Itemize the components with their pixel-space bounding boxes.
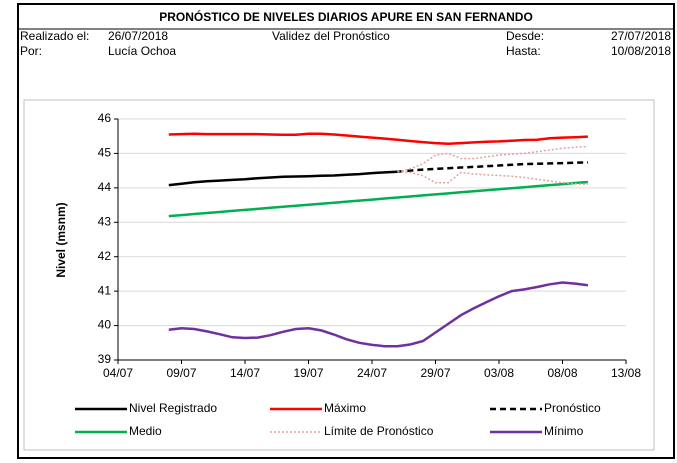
y-tick-label: 40: [98, 318, 112, 332]
made-date: 26/07/2018: [108, 29, 168, 43]
y-tick-label: 46: [98, 111, 112, 125]
title: PRONÓSTICO DE NIVELES DIARIOS APURE EN S…: [159, 9, 533, 24]
y-tick-label: 43: [98, 214, 112, 228]
made-label: Realizado el:: [20, 29, 89, 43]
x-tick-label: 19/07: [293, 366, 323, 380]
from-date: 27/07/2018: [611, 29, 671, 43]
series-line: [397, 170, 588, 186]
x-tick-label: 24/07: [357, 366, 387, 380]
y-axis-label: Nivel (msnm): [54, 202, 68, 277]
series-line: [397, 145, 588, 173]
x-tick-label: 08/08: [547, 366, 577, 380]
series-line: [168, 281, 589, 348]
series-line: [168, 180, 588, 218]
series-line: [397, 161, 588, 173]
to-date: 10/08/2018: [611, 44, 671, 58]
x-tick-label: 14/07: [230, 366, 260, 380]
x-tick-label: 29/07: [420, 366, 450, 380]
x-tick-label: 03/08: [484, 366, 514, 380]
legend-label: Máximo: [324, 401, 366, 415]
legend-label: Nivel Registrado: [129, 401, 217, 415]
y-tick-label: 39: [98, 352, 112, 366]
legend-label: Pronóstico: [544, 401, 601, 415]
series-line: [168, 132, 588, 146]
validity: Validez del Pronóstico: [272, 29, 390, 43]
x-tick-label: 09/07: [166, 366, 196, 380]
legend-label: Límite de Pronóstico: [324, 424, 434, 438]
chart-frame: [23, 99, 655, 451]
to-label: Hasta:: [506, 44, 541, 58]
legend-label: Medio: [129, 424, 162, 438]
from-label: Desde:: [506, 29, 544, 43]
y-tick-label: 45: [98, 146, 112, 160]
by-label: Por:: [20, 44, 42, 58]
x-tick-label: 04/07: [103, 366, 133, 380]
by-name: Lucía Ochoa: [108, 44, 176, 58]
y-tick-label: 42: [98, 249, 112, 263]
legend-label: Mínimo: [544, 424, 584, 438]
y-tick-label: 44: [98, 180, 112, 194]
x-tick-label: 13/08: [611, 366, 641, 380]
series-line: [168, 170, 398, 187]
y-tick-label: 41: [98, 283, 112, 297]
